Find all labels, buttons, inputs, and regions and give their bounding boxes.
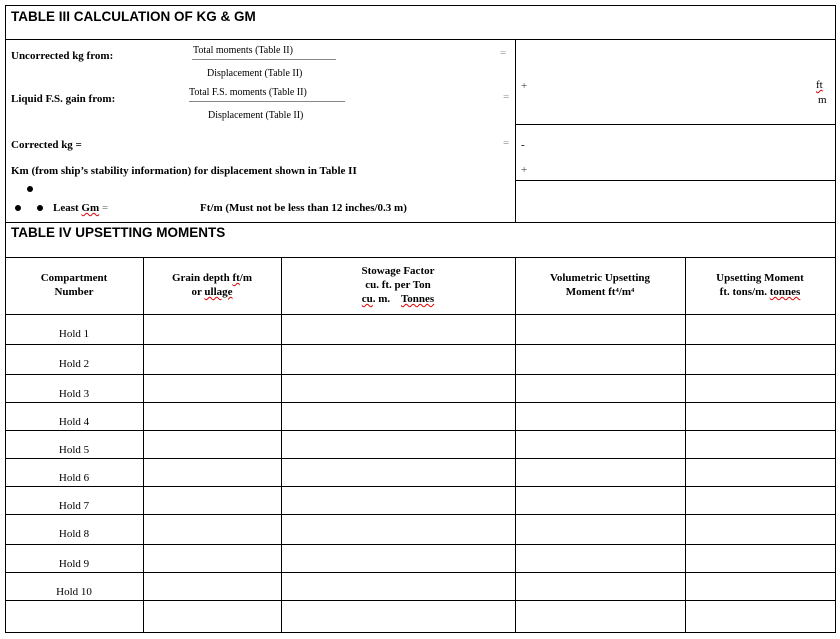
equals-sign: = — [503, 137, 510, 149]
divider — [515, 180, 835, 181]
fraction-line — [192, 59, 336, 60]
header-compartment: Compartment Number — [40, 272, 108, 298]
hold-label: Hold 3 — [58, 388, 90, 400]
header-grain-depth: Grain depth ft/m or ullage — [171, 272, 253, 298]
divider — [5, 39, 836, 40]
row-divider — [5, 514, 836, 515]
column-divider — [685, 257, 686, 632]
column-divider — [281, 257, 282, 632]
plus-sign: + — [521, 80, 528, 92]
border — [5, 632, 836, 633]
divider — [515, 39, 516, 222]
row-divider — [5, 544, 836, 545]
hold-label: Hold 8 — [58, 528, 90, 540]
hold-label: Hold 10 — [56, 586, 92, 598]
header-upsetting-moment: Upsetting Moment ft. tons/m. tonnes — [716, 272, 804, 298]
minus-sign: - — [521, 139, 525, 151]
bullet-icon — [27, 186, 33, 192]
hold-label: Hold 7 — [58, 500, 90, 512]
least-gm-label: Least Gm = — [53, 202, 109, 214]
plus-sign: + — [521, 164, 528, 176]
fraction-line — [189, 101, 345, 102]
table3-title: TABLE III CALCULATION OF KG & GM — [11, 9, 256, 24]
equals-sign: = — [500, 47, 507, 59]
header-stowage-factor: Stowage Factor cu. ft. per Ton cu. m. Tonn… — [361, 265, 435, 305]
border — [5, 5, 6, 632]
row-divider — [5, 402, 836, 403]
hold-label: Hold 4 — [58, 416, 90, 428]
row-divider — [5, 572, 836, 573]
km-label: Km (from ship’s stability information) f… — [11, 165, 357, 177]
hold-label: Hold 5 — [58, 444, 90, 456]
uncorrected-kg-label: Uncorrected kg from: — [11, 50, 114, 62]
column-divider — [515, 257, 516, 632]
row-divider — [5, 344, 836, 345]
divider — [515, 124, 835, 125]
equals-sign: = — [503, 91, 510, 103]
hold-label: Hold 2 — [58, 358, 90, 370]
row-divider — [5, 486, 836, 487]
divider — [5, 257, 836, 258]
corrected-kg-label: Corrected kg = — [11, 139, 82, 151]
border — [835, 5, 836, 632]
table4-title: TABLE IV UPSETTING MOMENTS — [11, 225, 226, 240]
hold-label: Hold 9 — [58, 558, 90, 570]
row-divider — [5, 458, 836, 459]
border — [5, 5, 836, 6]
total-fs-moments-text: Total F.S. moments (Table II) — [189, 87, 307, 98]
row-divider — [5, 430, 836, 431]
displacement-text: Displacement (Table II) — [207, 68, 303, 79]
bullet-icon — [15, 205, 21, 211]
column-divider — [143, 257, 144, 632]
liquid-fs-label: Liquid F.S. gain from: — [11, 93, 116, 105]
total-moments-text: Total moments (Table II) — [193, 45, 293, 56]
divider — [5, 222, 836, 223]
unit-ft: ft — [816, 79, 823, 91]
bullet-icon — [37, 205, 43, 211]
row-divider — [5, 374, 836, 375]
least-gm-note: Ft/m (Must not be less than 12 inches/0.… — [200, 202, 407, 214]
displacement-text: Displacement (Table II) — [208, 110, 304, 121]
unit-m: m — [818, 94, 827, 106]
row-divider — [5, 600, 836, 601]
header-volumetric-moment: Volumetric Upsetting Moment ft⁴/m⁴ — [549, 272, 651, 298]
row-divider — [5, 314, 836, 315]
hold-label: Hold 1 — [58, 328, 90, 340]
hold-label: Hold 6 — [58, 472, 90, 484]
